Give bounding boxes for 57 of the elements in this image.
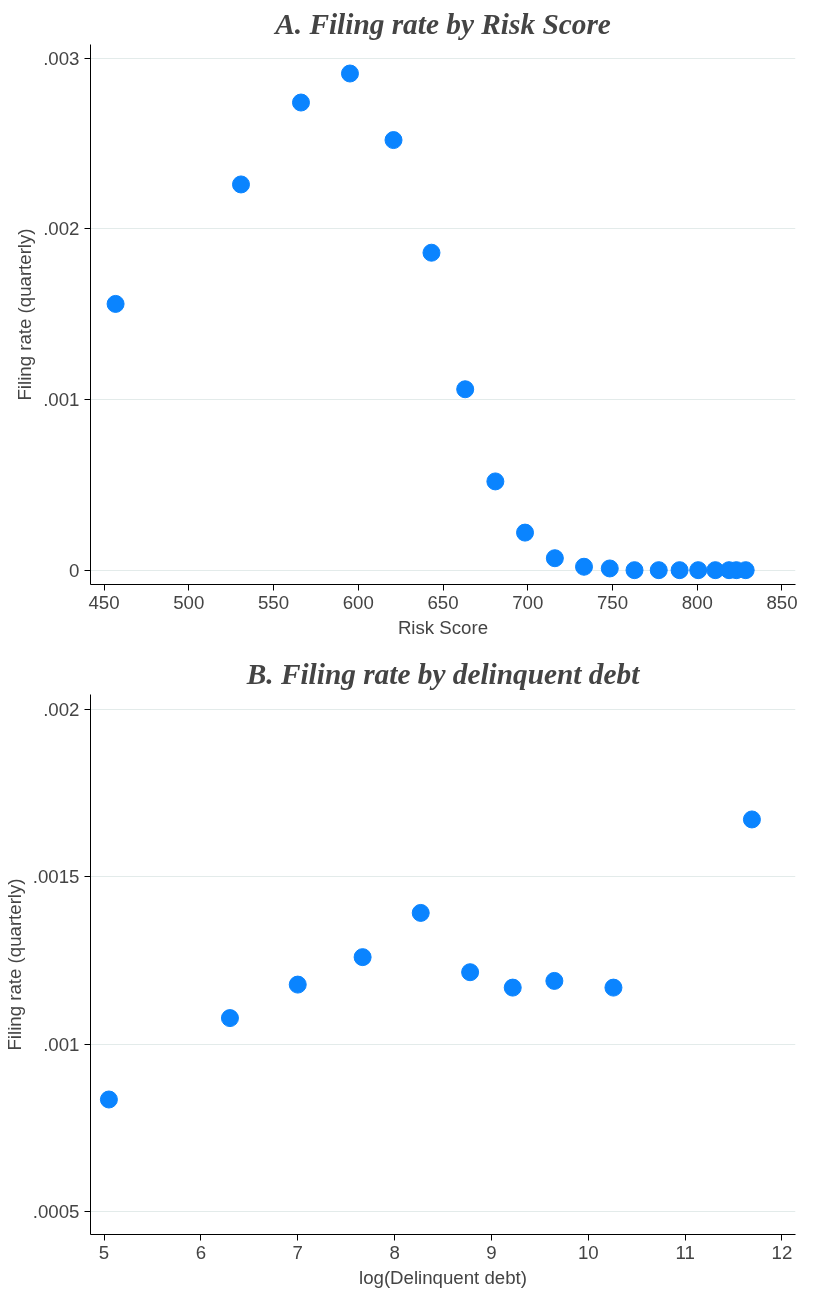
y-axis-title: Filing rate (quarterly)	[14, 228, 36, 401]
x-tick-label: 500	[173, 591, 205, 613]
point	[600, 559, 619, 578]
point	[689, 561, 708, 580]
x-tick-label: 800	[681, 591, 713, 613]
x-axis-title: log(Delinquent debt)	[358, 1266, 528, 1288]
point	[291, 93, 310, 112]
y-tick-label: .001	[43, 1033, 80, 1055]
y-tick-label: 0	[69, 559, 80, 581]
point	[461, 963, 480, 982]
point	[99, 1090, 118, 1109]
point	[516, 523, 535, 542]
point	[742, 810, 761, 829]
point	[220, 1009, 239, 1028]
x-tick-label: 11	[675, 1241, 695, 1263]
y-tick-label: .0005	[32, 1201, 80, 1223]
point	[545, 971, 564, 990]
x-tick-label: 700	[512, 591, 544, 613]
x-tick-label: 6	[195, 1241, 207, 1263]
y-tick-label: .002	[43, 698, 80, 720]
point	[340, 64, 359, 83]
point	[231, 175, 250, 194]
chart-title: B. Filing rate by delinquent debt	[245, 657, 641, 690]
x-tick-label: 850	[766, 591, 798, 613]
point	[486, 472, 505, 491]
chart-title: A. Filing rate by Risk Score	[273, 7, 611, 40]
y-tick-label: .002	[43, 218, 80, 240]
point	[288, 975, 307, 994]
x-tick-label: 8	[389, 1241, 400, 1263]
x-tick-label: 9	[486, 1241, 497, 1263]
x-tick-label: 450	[88, 591, 120, 613]
x-tick-label: 12	[771, 1241, 793, 1263]
point	[649, 561, 668, 580]
point	[503, 978, 522, 997]
point	[353, 948, 372, 967]
y-tick-label: .0015	[32, 866, 80, 888]
x-axis-title: Risk Score	[397, 616, 489, 638]
y-tick-label: .001	[43, 388, 80, 410]
point	[575, 557, 593, 576]
x-tick-label: 7	[292, 1241, 303, 1263]
x-tick-label: 600	[342, 591, 374, 613]
point	[411, 903, 430, 922]
x-tick-label: 5	[98, 1241, 110, 1263]
y-tick-label: .003	[43, 47, 80, 69]
x-tick-label: 750	[596, 591, 629, 613]
point	[456, 380, 475, 399]
point	[604, 978, 623, 997]
x-tick-label: 10	[577, 1241, 599, 1263]
x-tick-label: 650	[427, 591, 459, 613]
y-axis-title: Filing rate (quarterly)	[3, 878, 25, 1051]
x-tick-label: 550	[257, 591, 290, 613]
point	[422, 243, 441, 262]
point	[670, 561, 689, 580]
point	[106, 294, 125, 313]
point	[384, 131, 403, 150]
point	[545, 549, 564, 568]
point	[625, 561, 644, 580]
